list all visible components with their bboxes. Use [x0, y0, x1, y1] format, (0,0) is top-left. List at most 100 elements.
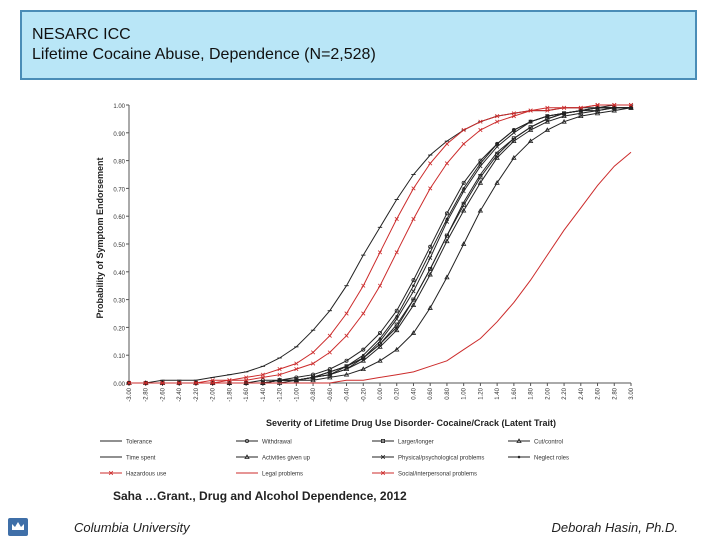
series-marker — [361, 355, 366, 361]
series-marker — [512, 128, 516, 132]
series-marker — [428, 186, 433, 191]
x-tick-label: 2.80 — [612, 387, 618, 399]
legend-item: Larger/longer — [372, 438, 434, 446]
series-marker — [310, 350, 316, 355]
series-marker — [160, 380, 165, 386]
series-marker — [444, 274, 450, 280]
footer-institution: Columbia University — [74, 520, 190, 535]
y-tick-label: 0.80 — [113, 160, 125, 166]
series-marker — [360, 357, 366, 363]
legend-item: Neglect roles — [508, 456, 569, 462]
series-marker — [561, 113, 567, 119]
y-tick-label: 1.00 — [113, 104, 125, 110]
series-marker — [310, 377, 316, 383]
series-marker — [244, 438, 249, 443]
y-axis-label: Probability of Symptom Endorsement — [96, 157, 105, 318]
y-tick-label: 0.20 — [113, 326, 125, 332]
footer-bar — [0, 514, 720, 540]
series-marker — [444, 161, 450, 166]
series-marker — [544, 118, 551, 124]
y-tick-label: 0.90 — [113, 132, 125, 138]
legend-label: Time spent — [126, 456, 156, 462]
x-tick-label: -3.00 — [127, 387, 133, 401]
series-marker — [294, 367, 299, 372]
series-marker — [595, 102, 600, 108]
series-marker — [528, 108, 533, 113]
x-tick-label: -1.80 — [227, 387, 233, 401]
x-tick-label: 1.00 — [462, 387, 468, 399]
series-marker — [460, 207, 467, 213]
x-tick-label: -1.00 — [294, 387, 300, 401]
citation: Saha …Grant., Drug and Alcohol Dependenc… — [113, 489, 407, 503]
x-tick-label: -1.20 — [278, 387, 284, 401]
chart-lines — [126, 102, 634, 386]
series-marker — [461, 127, 466, 133]
series-marker — [377, 283, 383, 288]
series-marker — [444, 141, 450, 147]
series-marker — [295, 378, 298, 382]
chart-axes: 0.00 0.10 0.20 0.30 0.40 0.50 0.60 0.70 0.80 0.90… — [113, 104, 635, 402]
chart-legend: Tolerance Withdrawal Larger/longer Cut/cont… — [100, 438, 569, 478]
legend-label: Activities given up — [262, 456, 311, 462]
legend-item: Withdrawal — [236, 438, 292, 446]
x-tick-label: 2.00 — [545, 387, 551, 399]
series-marker — [411, 289, 416, 294]
series-social-interpersonal-problems — [126, 102, 634, 386]
series-marker — [578, 113, 584, 119]
series-marker — [611, 107, 617, 113]
series-marker — [517, 455, 521, 459]
x-axis-label: Severity of Lifetime Drug Use Disorder- … — [266, 418, 556, 428]
series-marker — [529, 120, 532, 123]
legend-item: Activities given up — [236, 454, 311, 462]
series-marker — [394, 327, 400, 333]
series-marker — [380, 470, 386, 476]
series-marker — [377, 330, 382, 335]
series-marker — [461, 141, 466, 147]
series-marker — [244, 378, 249, 383]
y-tick-label: 0.00 — [113, 382, 125, 388]
series-marker — [345, 365, 348, 368]
series-marker — [395, 314, 399, 318]
y-tick-label: 0.30 — [113, 299, 125, 305]
legend-item: Physical/psychological problems — [372, 454, 484, 462]
series-marker — [412, 284, 415, 287]
series-marker — [327, 374, 333, 380]
series-marker — [210, 380, 215, 386]
legend-item: Hazardous use — [100, 470, 167, 478]
slide-subtitle: Lifetime Cocaine Abuse, Dependence (N=2,… — [32, 46, 376, 63]
series-marker — [177, 380, 182, 386]
legend-label: Hazardous use — [126, 472, 167, 478]
series-marker — [227, 378, 232, 383]
series-marker — [361, 353, 365, 357]
series-marker — [394, 346, 400, 352]
x-tick-label: 0.60 — [428, 387, 434, 399]
series-marker — [444, 211, 449, 216]
series-marker — [126, 380, 132, 386]
series-marker — [328, 370, 332, 374]
series-marker — [527, 127, 534, 132]
series-marker — [596, 106, 599, 110]
series-marker — [477, 207, 484, 213]
x-tick-label: 1.40 — [495, 387, 501, 399]
series-marker — [394, 308, 399, 313]
x-tick-label: 0.00 — [378, 387, 384, 399]
series-marker — [410, 330, 417, 335]
series-marker — [394, 216, 399, 222]
series-marker — [361, 347, 366, 352]
series-marker — [411, 216, 416, 222]
series-marker — [444, 238, 450, 244]
series-marker — [562, 112, 566, 115]
series-marker — [377, 357, 383, 363]
x-tick-label: -1.40 — [261, 387, 267, 401]
series-marker — [428, 251, 432, 254]
series-marker — [344, 311, 349, 316]
series-marker — [516, 438, 522, 443]
x-tick-label: 0.40 — [411, 387, 417, 399]
series-marker — [327, 333, 332, 338]
series-marker — [428, 255, 433, 260]
series-marker — [561, 118, 567, 124]
series-marker — [427, 305, 433, 310]
y-tick-label: 0.70 — [113, 187, 125, 193]
legend-label: Physical/psychological problems — [398, 456, 484, 462]
chart-panel: 0.00 0.10 0.20 0.30 0.40 0.50 0.60 0.70 0.80 0.90… — [95, 93, 647, 485]
